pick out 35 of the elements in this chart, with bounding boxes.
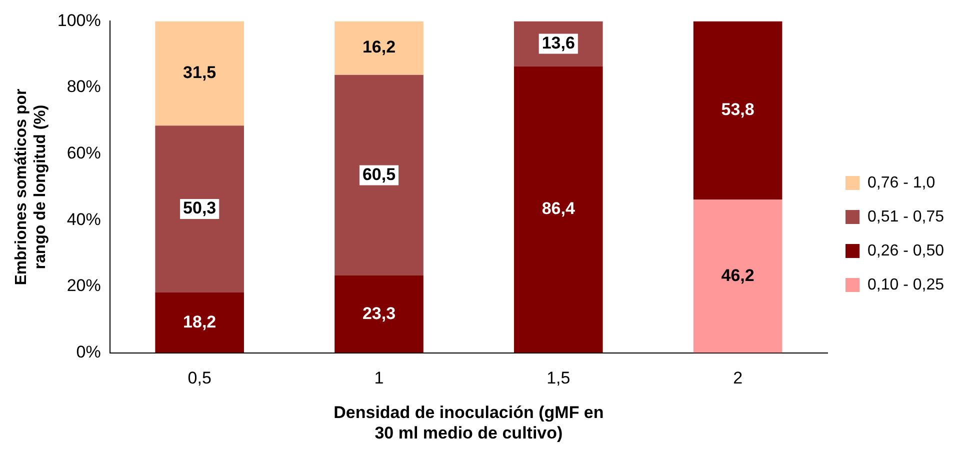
data-label: 86,4 (542, 199, 576, 218)
bar (514, 66, 603, 353)
data-label: 60,5 (362, 164, 396, 184)
data-label: 23,3 (362, 304, 396, 323)
bar (334, 276, 424, 353)
y-tick-label: 20% (66, 276, 101, 296)
y-tick-label: 100% (57, 10, 101, 30)
data-label: 18,2 (183, 312, 216, 332)
bar (693, 200, 782, 353)
data-label: 53,8 (721, 100, 754, 120)
x-tick-label: 1,5 (546, 368, 570, 388)
data-label: 16,2 (362, 38, 396, 57)
legend-label: 0,10 - 0,25 (868, 276, 944, 294)
x-axis-title: Densidad de inoculación (gMF en 30 ml medio de cultivo) (334, 403, 604, 442)
legend-label: 0,51 - 0,75 (868, 208, 944, 226)
bar (693, 21, 782, 200)
y-tick-label: 80% (66, 77, 101, 96)
data-label: 46,2 (721, 266, 754, 285)
x-tick-label: 0,5 (188, 368, 212, 388)
y-tick-label: 40% (66, 210, 101, 229)
data-label: 50,3 (183, 198, 216, 218)
bar (155, 21, 244, 126)
bar (334, 21, 424, 75)
data-label: 31,5 (183, 63, 216, 82)
data-label: 13,6 (542, 33, 575, 52)
legend-label: 0,76 - 1,0 (868, 174, 936, 192)
bar (155, 126, 244, 292)
y-tick-label: 60% (66, 144, 101, 163)
legend-label: 0,26 - 0,50 (868, 242, 944, 260)
y-tick-label: 0% (76, 342, 101, 362)
bar (334, 74, 424, 276)
bar (155, 292, 244, 353)
y-axis-title: Embriones somáticos por rango de longitud (%) (13, 88, 50, 286)
x-tick-label: 2 (733, 368, 743, 388)
x-tick-label: 1 (374, 368, 384, 388)
